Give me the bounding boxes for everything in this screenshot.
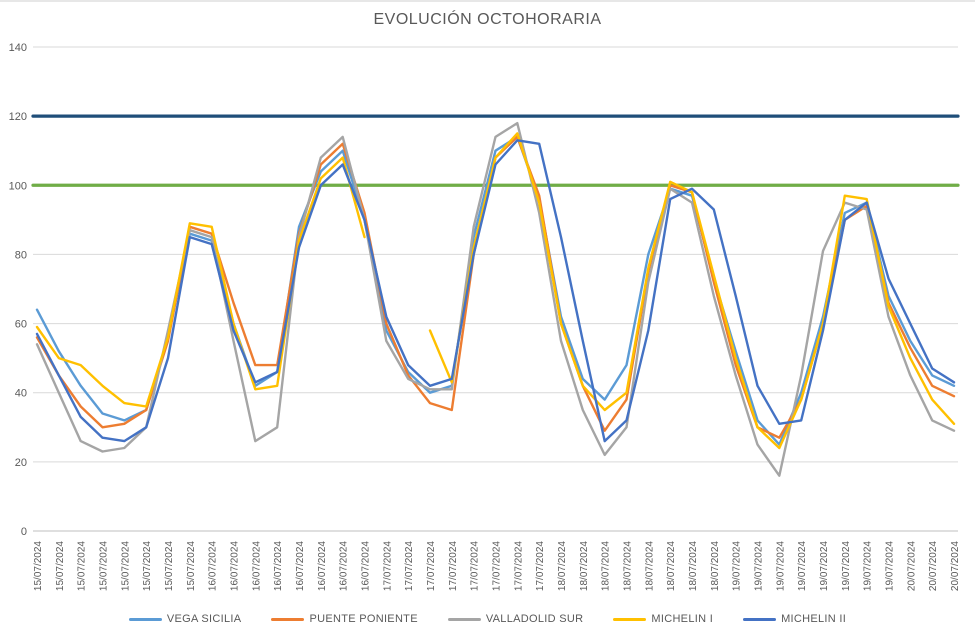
x-axis-tick-label: 17/07/2024 <box>404 541 415 591</box>
x-axis-tick-label: 18/07/2024 <box>644 541 655 591</box>
x-axis-tick-label: 18/07/2024 <box>688 541 699 591</box>
x-axis-tick-label: 16/07/2024 <box>273 541 284 591</box>
legend-label: VALLADOLID SUR <box>485 613 584 625</box>
series-line-michelin-ii <box>35 139 956 443</box>
y-axis-tick-label: 80 <box>15 249 27 261</box>
x-axis-tick-label: 18/07/2024 <box>579 541 590 591</box>
legend-label: PUENTE PONIENTE <box>309 613 418 625</box>
legend-label: MICHELIN I <box>651 613 714 625</box>
x-axis-tick-label: 18/07/2024 <box>601 541 612 591</box>
x-axis-tick-label: 15/07/2024 <box>186 541 197 591</box>
legend-swatch <box>613 617 647 621</box>
series-line-michelin-i <box>35 132 956 450</box>
x-axis-tick-label: 16/07/2024 <box>339 541 350 591</box>
x-axis-tick-label: 17/07/2024 <box>492 541 503 591</box>
legend-item-michelin-i: MICHELIN I <box>613 613 713 625</box>
x-axis-tick-label: 16/07/2024 <box>295 541 306 591</box>
y-axis-tick-label: 20 <box>15 457 27 469</box>
x-axis-tick-label: 15/07/2024 <box>55 541 66 591</box>
x-axis-tick-label: 17/07/2024 <box>535 541 546 591</box>
x-axis-tick-label: 16/07/2024 <box>361 541 372 591</box>
x-axis-tick-label: 17/07/2024 <box>448 541 459 591</box>
x-axis-tick-label: 19/07/2024 <box>775 541 786 591</box>
x-axis-tick-label: 15/07/2024 <box>33 541 44 591</box>
x-axis-tick-label: 20/07/2024 <box>928 541 939 591</box>
y-axis-tick-label: 100 <box>9 180 27 192</box>
x-axis-tick-label: 18/07/2024 <box>666 541 677 591</box>
series-line-valladolid-sur <box>35 121 956 477</box>
legend-item-michelin-ii: MICHELIN II <box>743 613 846 625</box>
x-axis-tick-label: 18/07/2024 <box>557 541 568 591</box>
x-axis-tick-label: 19/07/2024 <box>797 541 808 591</box>
y-axis-tick-label: 120 <box>9 111 27 123</box>
x-axis-tick-label: 19/07/2024 <box>841 541 852 591</box>
chart-legend: VEGA SICILIA PUENTE PONIENTE VALLADOLID SU… <box>0 613 975 625</box>
x-axis-tick-label: 17/07/2024 <box>470 541 481 591</box>
x-axis-tick-label: 16/07/2024 <box>317 541 328 591</box>
legend-swatch <box>271 617 305 621</box>
x-axis-tick-label: 20/07/2024 <box>950 541 961 591</box>
x-axis-tick-label: 17/07/2024 <box>426 541 437 591</box>
y-axis-tick-label: 60 <box>15 319 27 331</box>
legend-swatch <box>743 617 777 621</box>
x-axis-tick-label: 15/07/2024 <box>164 541 175 591</box>
chart-canvas: 0 20 40 60 80 100 120 140 15/07/2024 15/07/2024 15… <box>9 42 961 591</box>
x-axis-tick-label: 19/07/2024 <box>863 541 874 591</box>
x-axis-tick-label: 16/07/2024 <box>208 541 219 591</box>
legend-item-valladolid-sur: VALLADOLID SUR <box>447 613 584 625</box>
x-axis-tick-label: 18/07/2024 <box>623 541 634 591</box>
x-axis-tick-label: 15/07/2024 <box>120 541 131 591</box>
y-axis-tick-label: 0 <box>21 526 27 538</box>
legend-swatch <box>128 617 162 621</box>
x-axis-tick-label: 19/07/2024 <box>885 541 896 591</box>
x-axis-tick-label: 20/07/2024 <box>906 541 917 591</box>
y-axis-tick-label: 40 <box>15 388 27 400</box>
legend-item-puente-poniente: PUENTE PONIENTE <box>271 613 418 625</box>
legend-item-vega-sicilia: VEGA SICILIA <box>128 613 242 625</box>
x-axis-tick-label: 18/07/2024 <box>710 541 721 591</box>
y-axis-tick-label: 140 <box>9 42 27 54</box>
x-axis-tick-label: 19/07/2024 <box>819 541 830 591</box>
x-axis-tick-label: 15/07/2024 <box>99 541 110 591</box>
x-axis-tick-label: 15/07/2024 <box>142 541 153 591</box>
x-axis-tick-label: 19/07/2024 <box>732 541 743 591</box>
x-axis-tick-label: 15/07/2024 <box>77 541 88 591</box>
x-axis-tick-label: 16/07/2024 <box>251 541 262 591</box>
x-axis-tick-label: 16/07/2024 <box>230 541 241 591</box>
chart-title: EVOLUCIÓN OCTOHORARIA <box>373 11 602 28</box>
x-axis-tick-label: 17/07/2024 <box>382 541 393 591</box>
legend-label: MICHELIN II <box>781 613 847 625</box>
x-axis-tick-label: 19/07/2024 <box>754 541 765 591</box>
chart-top-border <box>0 0 975 2</box>
legend-label: VEGA SICILIA <box>166 613 242 625</box>
x-axis-tick-label: 17/07/2024 <box>513 541 524 591</box>
legend-swatch <box>447 617 481 621</box>
